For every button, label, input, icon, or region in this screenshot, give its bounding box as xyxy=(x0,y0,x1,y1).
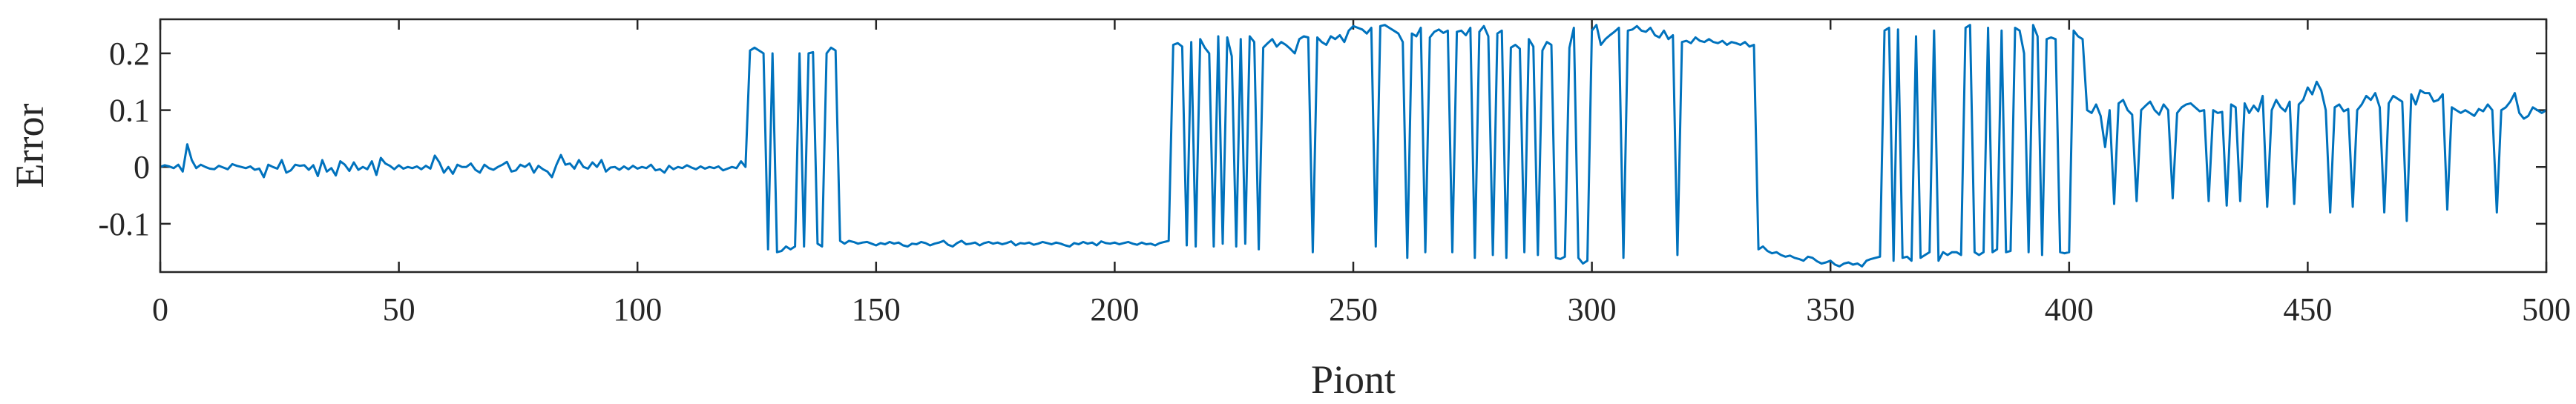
tick-marks xyxy=(159,19,2548,272)
series-layer xyxy=(160,24,2547,268)
x-tick-label: 250 xyxy=(1329,291,1378,328)
y-tick-label: 0 xyxy=(134,149,150,185)
y-tick-label: 0.1 xyxy=(109,93,150,129)
x-axis-label: Piont xyxy=(1311,357,1396,402)
y-tick-labels: -0.1 0 0.1 0.2 xyxy=(98,36,150,242)
x-tick-label: 400 xyxy=(2045,291,2094,328)
y-axis-label: Error xyxy=(7,104,52,188)
x-tick-label: 200 xyxy=(1090,291,1139,328)
error-series-line xyxy=(160,24,2547,268)
x-tick-label: 350 xyxy=(1806,291,1855,328)
x-tick-labels: 0 50 100 150 200 250 300 350 400 450 500 xyxy=(152,291,2571,328)
x-tick-label: 300 xyxy=(1568,291,1617,328)
x-tick-label: 450 xyxy=(2283,291,2332,328)
x-tick-label: 0 xyxy=(152,291,168,328)
y-tick-label: -0.1 xyxy=(98,206,150,242)
y-tick-label: 0.2 xyxy=(109,36,150,72)
x-tick-label: 50 xyxy=(383,291,415,328)
plot-area-frame xyxy=(159,18,2548,274)
x-tick-label: 150 xyxy=(852,291,901,328)
x-tick-label: 100 xyxy=(613,291,662,328)
x-tick-label: 500 xyxy=(2522,291,2571,328)
